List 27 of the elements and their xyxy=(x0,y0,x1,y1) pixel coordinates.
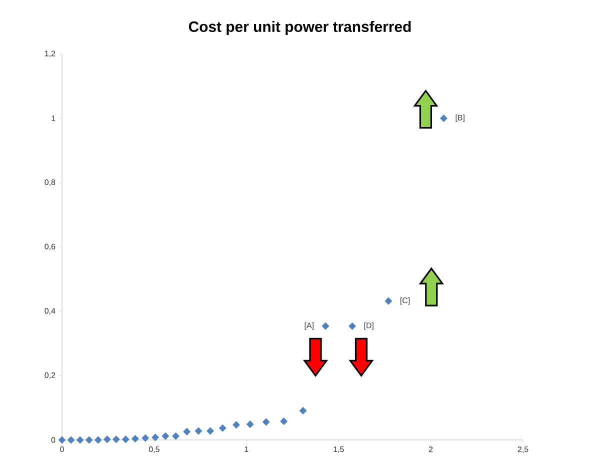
point xyxy=(94,436,102,444)
point xyxy=(232,421,240,429)
point xyxy=(384,297,392,305)
point xyxy=(112,436,120,444)
point xyxy=(172,432,180,440)
point xyxy=(183,428,191,436)
point xyxy=(103,436,111,444)
point xyxy=(67,436,75,444)
point xyxy=(262,418,270,426)
point xyxy=(194,427,202,435)
point xyxy=(152,434,160,442)
point xyxy=(206,427,214,435)
point xyxy=(58,436,66,444)
point xyxy=(218,424,226,432)
point xyxy=(162,432,170,440)
point xyxy=(132,434,139,442)
point xyxy=(76,436,84,444)
point xyxy=(348,322,356,330)
chart-title: Cost per unit power transferred xyxy=(188,21,411,35)
point xyxy=(142,434,150,442)
point xyxy=(280,418,288,426)
point xyxy=(122,436,130,444)
point xyxy=(322,322,330,330)
point xyxy=(299,406,307,415)
point xyxy=(246,420,254,428)
point xyxy=(85,436,93,444)
point xyxy=(440,114,448,122)
